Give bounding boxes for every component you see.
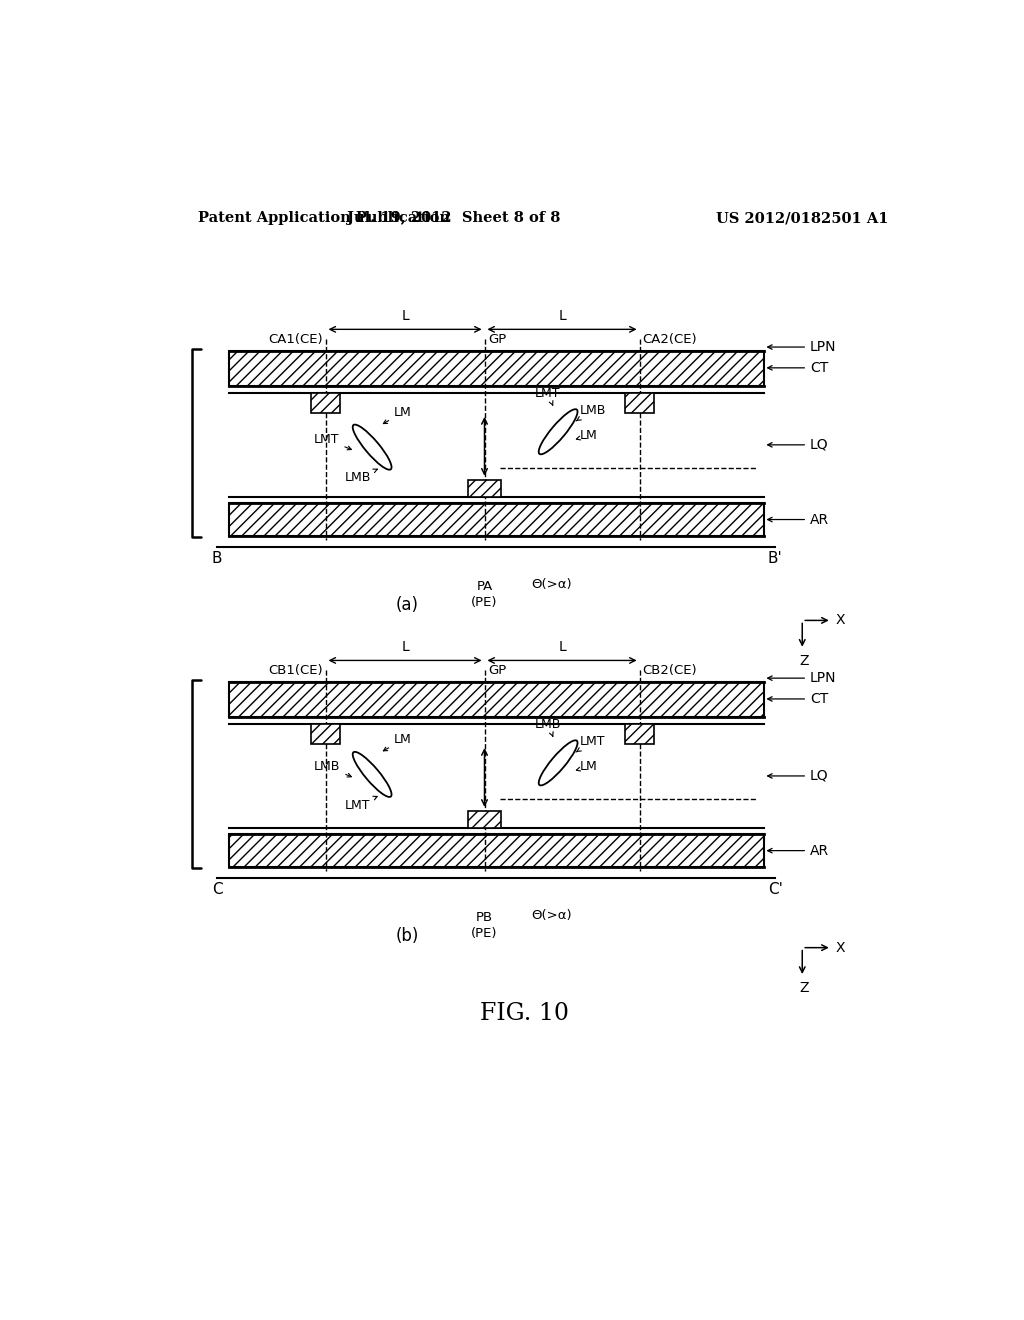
Text: Θ(>α): Θ(>α) [531, 578, 571, 591]
Ellipse shape [539, 741, 578, 785]
Text: LM: LM [577, 429, 598, 442]
Text: (b): (b) [395, 927, 419, 945]
Text: CT: CT [768, 692, 828, 706]
Text: LMB: LMB [535, 718, 561, 737]
Text: X: X [836, 941, 845, 954]
Text: LMB: LMB [345, 469, 377, 484]
Text: FIG. 10: FIG. 10 [480, 1002, 569, 1024]
Text: LM: LM [383, 733, 412, 751]
Text: Z: Z [800, 981, 809, 995]
Bar [228, 682, 764, 717]
Text: PA
(PE): PA (PE) [471, 581, 498, 610]
Text: Θ(>α): Θ(>α) [531, 908, 571, 921]
Bar [228, 351, 764, 385]
Text: CB1(CE): CB1(CE) [268, 664, 323, 677]
Text: LM: LM [577, 760, 598, 774]
Text: CT: CT [768, 360, 828, 375]
Text: C': C' [768, 882, 782, 898]
Text: Patent Application Publication: Patent Application Publication [198, 211, 450, 226]
Bar [311, 725, 340, 743]
Text: LMB: LMB [577, 404, 606, 421]
Bar [468, 480, 501, 498]
Text: LMT: LMT [345, 796, 377, 812]
Text: L: L [401, 640, 409, 655]
Text: LQ: LQ [768, 438, 828, 451]
Text: Jul. 19, 2012  Sheet 8 of 8: Jul. 19, 2012 Sheet 8 of 8 [347, 211, 560, 226]
Ellipse shape [539, 409, 578, 454]
Text: Z: Z [800, 653, 809, 668]
Text: GP: GP [488, 664, 507, 677]
Text: LMT: LMT [575, 735, 605, 752]
Text: LMT: LMT [314, 433, 351, 450]
Bar [228, 503, 764, 536]
Bar [625, 725, 654, 743]
Text: X: X [836, 614, 845, 627]
Text: LPN: LPN [768, 671, 837, 685]
Text: CB2(CE): CB2(CE) [643, 664, 697, 677]
Text: LPN: LPN [768, 341, 837, 354]
Bar [625, 393, 654, 412]
Text: L: L [558, 640, 566, 655]
Text: AR: AR [768, 843, 829, 858]
Bar [468, 812, 501, 829]
Bar [311, 393, 340, 412]
Text: (a): (a) [395, 597, 419, 614]
Text: PB
(PE): PB (PE) [471, 911, 498, 940]
Text: LQ: LQ [768, 770, 828, 783]
Ellipse shape [352, 752, 391, 797]
Text: CA2(CE): CA2(CE) [643, 333, 697, 346]
Ellipse shape [352, 425, 391, 470]
Text: B': B' [768, 552, 782, 566]
Text: L: L [401, 309, 409, 323]
Text: B: B [212, 552, 222, 566]
Text: LMT: LMT [535, 387, 560, 405]
Text: CA1(CE): CA1(CE) [268, 333, 323, 346]
Text: LM: LM [383, 407, 412, 424]
Text: LMB: LMB [314, 760, 351, 777]
Bar [228, 834, 764, 867]
Text: L: L [558, 309, 566, 323]
Text: C: C [212, 882, 222, 898]
Text: GP: GP [488, 333, 507, 346]
Text: AR: AR [768, 512, 829, 527]
Text: US 2012/0182501 A1: US 2012/0182501 A1 [716, 211, 889, 226]
